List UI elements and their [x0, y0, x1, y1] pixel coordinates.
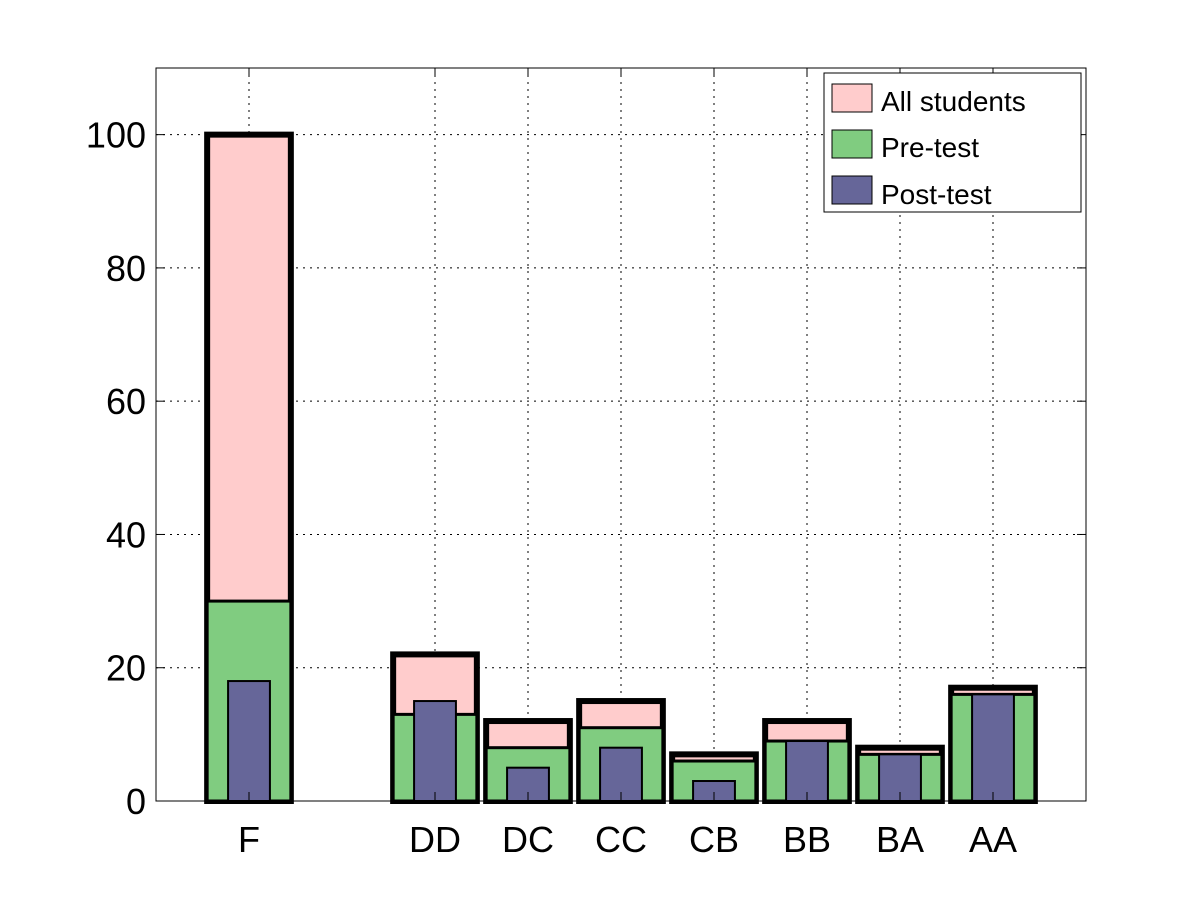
bar-post-test-aa	[971, 693, 1015, 803]
bar-post-test-dd	[413, 700, 457, 803]
y-tick-label-20: 20	[106, 648, 146, 689]
y-tick-label-80: 80	[106, 248, 146, 289]
x-tick-label-cb: CB	[689, 819, 739, 860]
axes-ticks: 0 20 40 60 80 100 F DD DC CC CB BB BA AA	[86, 68, 1086, 860]
x-tick-label-bb: BB	[783, 819, 831, 860]
bars-group	[204, 131, 1038, 805]
x-tick-label-aa: AA	[969, 819, 1017, 860]
legend-swatch-all-students	[831, 83, 873, 113]
legend-label-pre-test: Pre-test	[881, 132, 979, 163]
legend-swatch-pre-test	[831, 129, 873, 159]
bar-post-test-f	[227, 680, 271, 803]
legend-swatch-post-test	[831, 175, 873, 205]
legend: All students Pre-test Post-test	[823, 72, 1082, 213]
y-tick-label-40: 40	[106, 514, 146, 555]
x-tick-label-f: F	[238, 819, 260, 860]
x-tick-label-dd: DD	[409, 819, 461, 860]
y-tick-label-60: 60	[106, 381, 146, 422]
x-tick-label-cc: CC	[595, 819, 647, 860]
x-tick-label-ba: BA	[876, 819, 924, 860]
y-tick-label-100: 100	[86, 115, 146, 156]
bar-post-test-bb	[785, 740, 829, 803]
x-tick-label-dc: DC	[502, 819, 554, 860]
legend-label-post-test: Post-test	[881, 179, 992, 210]
y-tick-label-0: 0	[126, 781, 146, 822]
legend-label-all-students: All students	[881, 86, 1026, 117]
